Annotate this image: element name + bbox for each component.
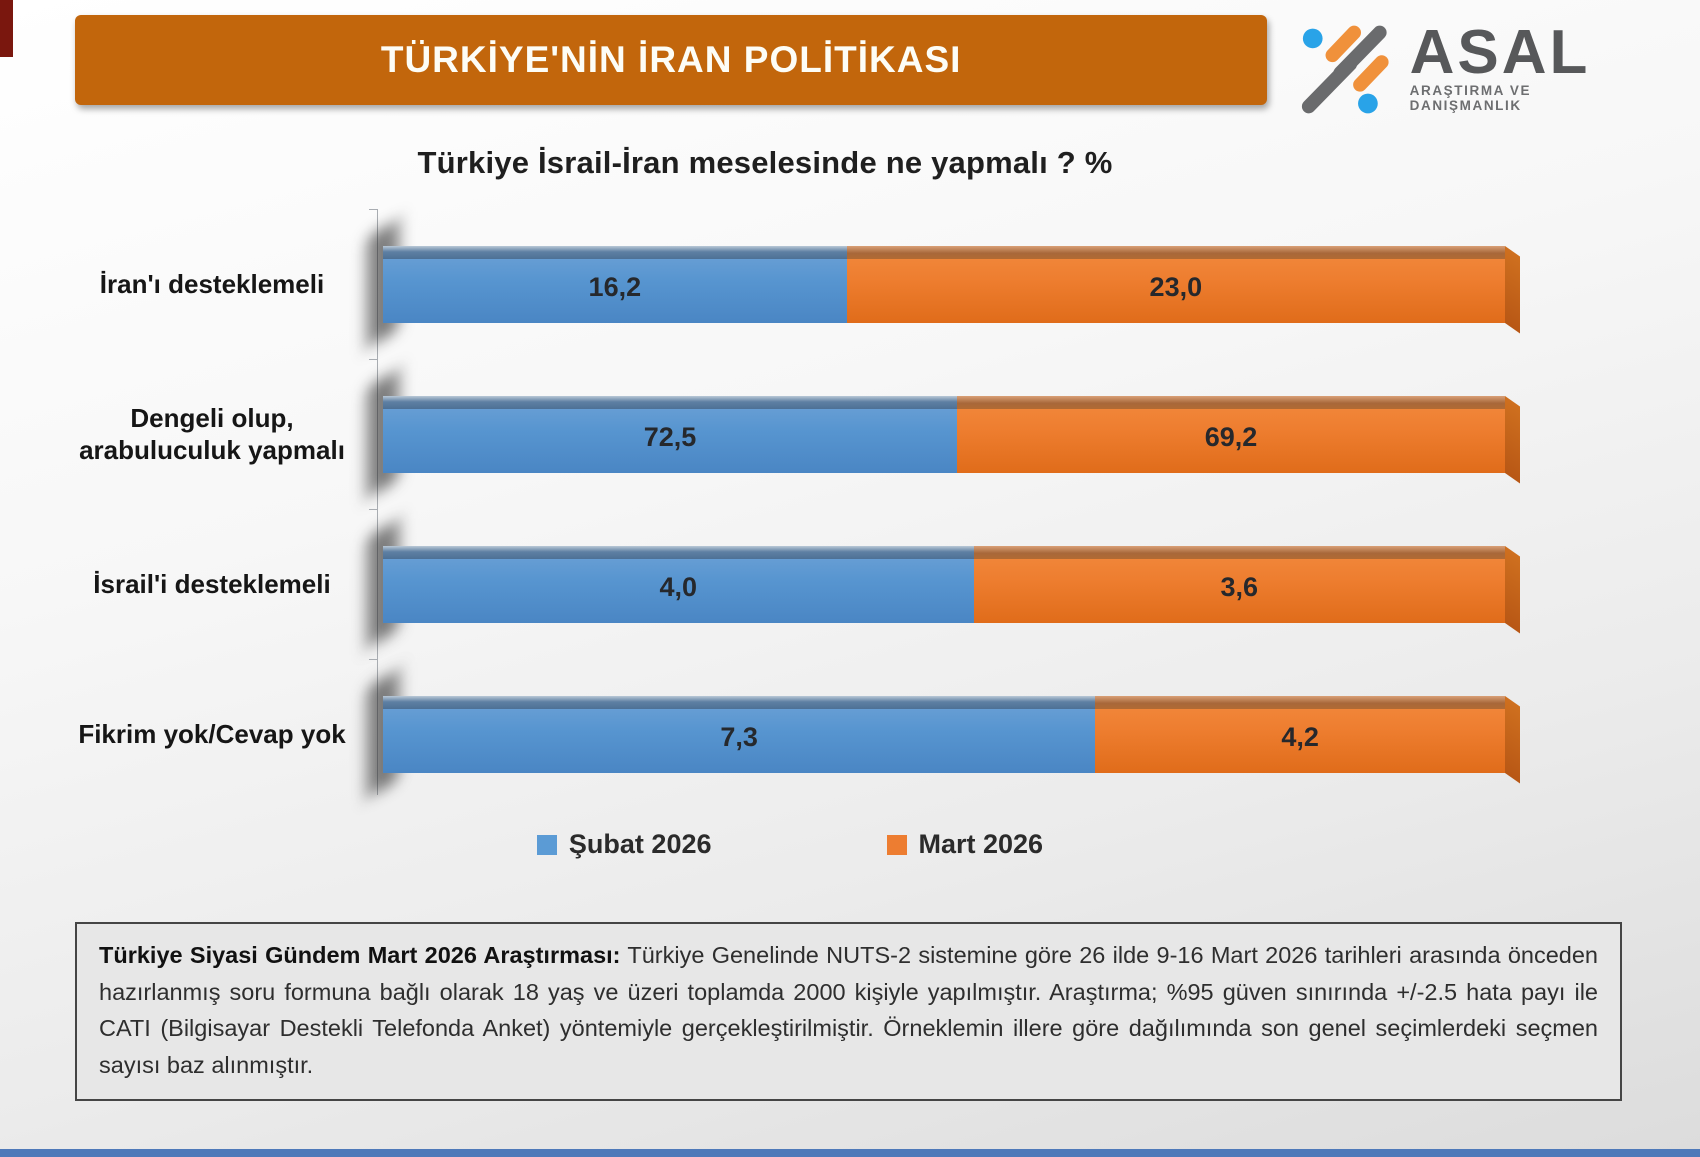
bar-track: 72,5 69,2 [383,395,1505,473]
header: TÜRKİYE'NİN İRAN POLİTİKASI ASAL ARAŞTIR… [0,0,1700,115]
bar-segment-subat-2026: 4,0 [383,545,974,623]
value-label-mart: 3,6 [1220,571,1259,602]
asal-logo: ASAL ARAŞTIRMA VE DANIŞMANLIK [1295,15,1645,115]
chart-rows: İran'ı desteklemeli 16,2 23,0 Dengeli ol… [75,209,1505,809]
value-label-subat: 72,5 [643,421,697,452]
legend-swatch [536,834,557,855]
title-banner: TÜRKİYE'NİN İRAN POLİTİKASI [75,15,1268,105]
bar-bevel [973,545,1505,559]
chart-row: İran'ı desteklemeli 16,2 23,0 [75,209,1505,359]
legend-item: Mart 2026 [886,829,1044,860]
category-label: Fikrim yok/Cevap yok [78,718,346,749]
page-edge-bottom-strip [0,1149,1700,1157]
bar-segment-subat-2026: 16,2 [383,245,847,323]
methodology-note: Türkiye Siyasi Gündem Mart 2026 Araştırm… [75,922,1622,1101]
methodology-note-lead: Türkiye Siyasi Gündem Mart 2026 Araştırm… [99,942,621,968]
value-label-mart: 4,2 [1281,721,1319,752]
bar-track: 7,3 4,2 [383,695,1505,773]
category-label: İsrail'i desteklemeli [93,568,331,599]
bar-segment-mart-2026: 23,0 [846,245,1505,323]
legend: Şubat 2026 Mart 2026 [75,829,1505,860]
legend-swatch [886,834,907,855]
legend-label: Mart 2026 [918,829,1044,859]
bar-bevel [1095,695,1505,709]
logo-name: ASAL [1409,18,1591,88]
stacked-bar: 16,2 23,0 [383,245,1505,323]
bar-bevel [383,245,847,259]
chart-row: İsrail'i desteklemeli 4,0 3,6 [75,509,1505,659]
bar-segment-mart-2026: 69,2 [957,395,1505,473]
stacked-bar: 4,0 3,6 [383,545,1505,623]
value-label-subat: 7,3 [720,721,758,752]
bar-track: 16,2 23,0 [383,245,1505,323]
category-label: Dengeli olup, arabuluculuk yapmalı [79,402,345,466]
bar-segment-mart-2026: 3,6 [973,545,1505,623]
bar-segment-subat-2026: 7,3 [383,695,1096,773]
bar-track: 4,0 3,6 [383,545,1505,623]
methodology-note-body: Türkiye Genelinde NUTS-2 sistemine göre … [99,942,1598,1078]
value-label-mart: 23,0 [1149,271,1203,302]
logo-subtitle: ARAŞTIRMA VE DANIŞMANLIK [1409,82,1532,113]
value-label-subat: 16,2 [588,271,642,302]
bar-bevel [383,545,974,559]
bar-bevel [383,395,958,409]
chart-row: Dengeli olup, arabuluculuk yapmalı 72,5 … [75,359,1505,509]
value-label-subat: 4,0 [659,571,698,602]
value-label-mart: 69,2 [1204,421,1258,452]
chart-row: Fikrim yok/Cevap yok 7,3 4,2 [75,659,1505,809]
asal-logo-icon [1302,25,1389,114]
category-label: İran'ı desteklemeli [99,268,325,299]
bar-segment-mart-2026: 4,2 [1095,695,1505,773]
page-edge-red-mark [0,0,13,57]
bar-bevel [383,695,1096,709]
asal-logo-text: ASAL ARAŞTIRMA VE DANIŞMANLIK [1409,18,1645,113]
bar-bevel [957,395,1505,409]
bar-bevel [846,245,1505,259]
stacked-bar: 7,3 4,2 [383,695,1505,773]
stacked-bar: 72,5 69,2 [383,395,1505,473]
bar-segment-subat-2026: 72,5 [383,395,958,473]
legend-item: Şubat 2026 [536,829,712,860]
stacked-bar-chart: İran'ı desteklemeli 16,2 23,0 Dengeli ol… [75,209,1505,809]
legend-label: Şubat 2026 [568,829,712,859]
chart-title: Türkiye İsrail-İran meselesinde ne yapma… [417,145,1113,180]
page-title: TÜRKİYE'NİN İRAN POLİTİKASI [380,39,962,80]
